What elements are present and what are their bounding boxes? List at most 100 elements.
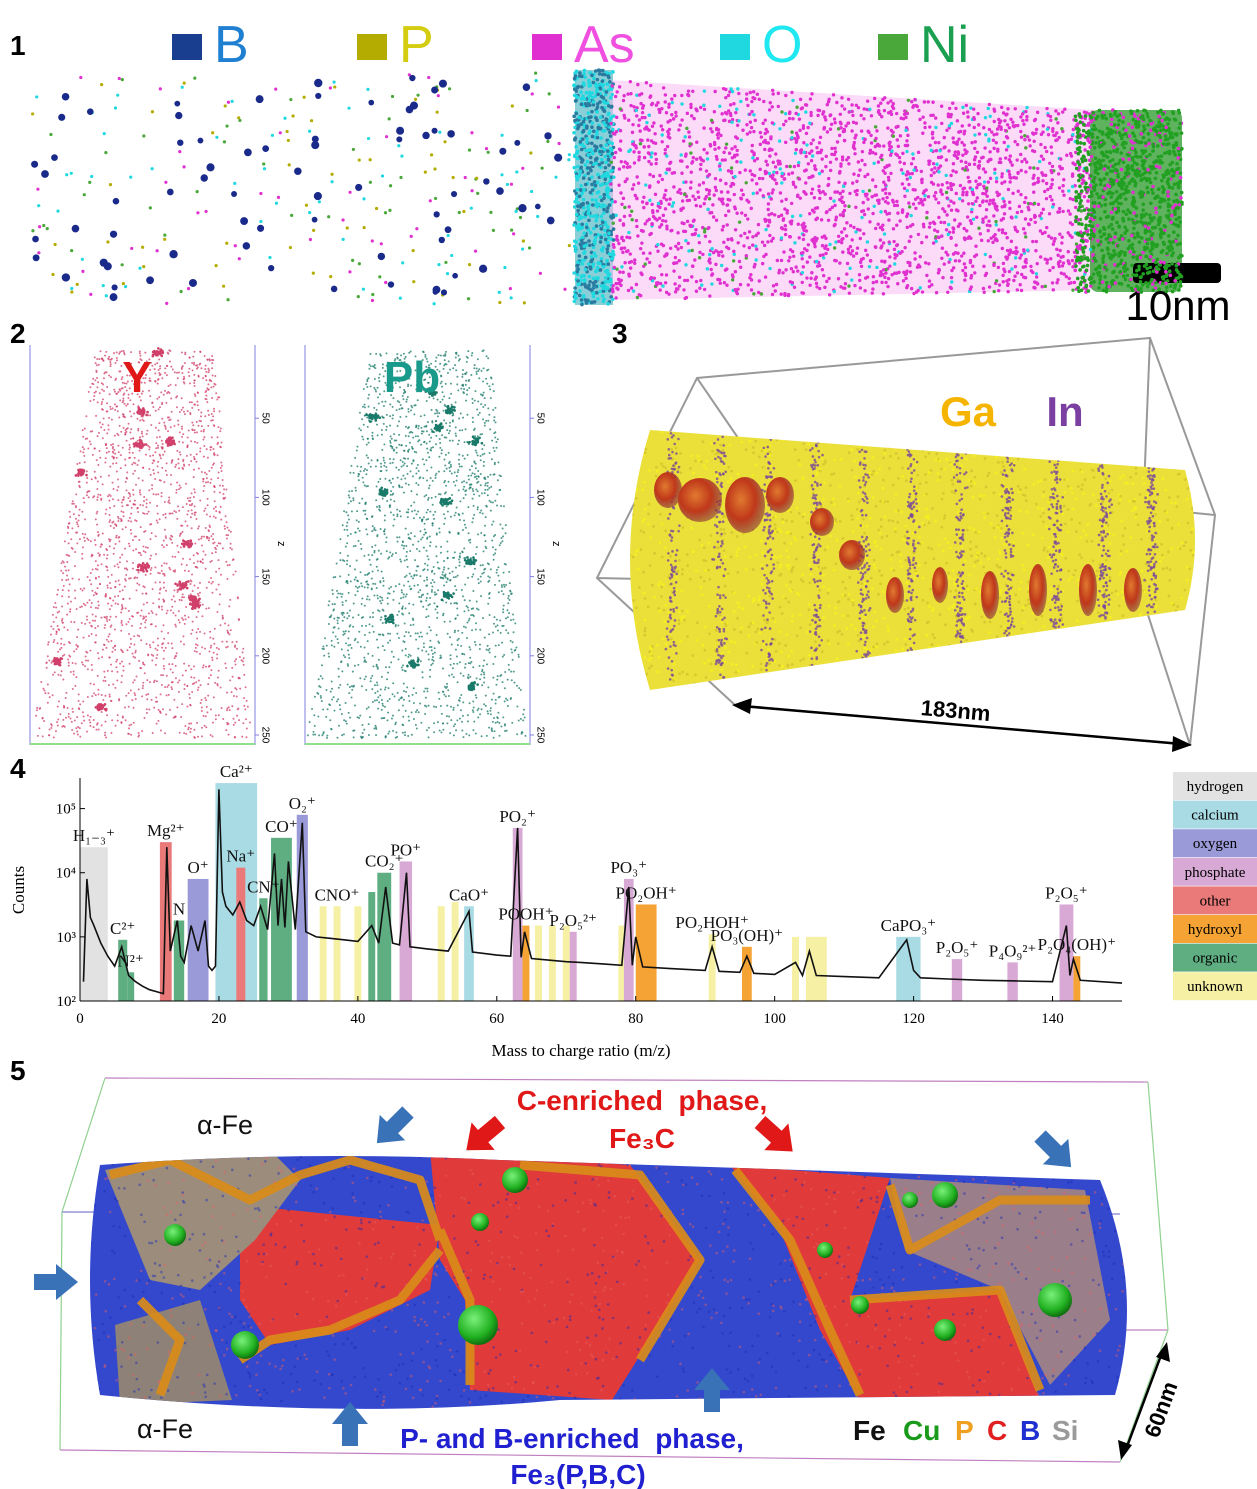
atom bbox=[725, 223, 728, 226]
atom bbox=[205, 365, 207, 367]
atom bbox=[870, 195, 873, 198]
atom bbox=[130, 513, 132, 515]
atom bbox=[614, 151, 617, 154]
atom bbox=[599, 115, 603, 119]
atom bbox=[818, 287, 821, 290]
atom bbox=[719, 179, 722, 182]
atom bbox=[674, 245, 677, 248]
atom bbox=[686, 199, 689, 202]
atom bbox=[886, 249, 889, 252]
atom bbox=[1135, 257, 1139, 261]
atom bbox=[661, 284, 664, 287]
atom bbox=[330, 180, 333, 183]
atom bbox=[67, 629, 69, 631]
atom bbox=[446, 272, 449, 275]
atom bbox=[1155, 258, 1159, 262]
atom bbox=[980, 239, 983, 242]
atom bbox=[1124, 141, 1128, 145]
atom bbox=[768, 267, 771, 270]
atom bbox=[995, 141, 998, 144]
atom bbox=[1159, 136, 1163, 140]
atom bbox=[588, 280, 592, 284]
atom bbox=[1094, 169, 1098, 173]
atom bbox=[55, 616, 57, 618]
atom bbox=[759, 131, 762, 134]
atom bbox=[163, 540, 165, 542]
atom bbox=[582, 176, 586, 180]
atom bbox=[89, 579, 91, 581]
atom bbox=[905, 269, 908, 272]
atom bbox=[949, 183, 952, 186]
atom bbox=[985, 208, 988, 211]
atom bbox=[665, 154, 668, 157]
atom bbox=[1059, 157, 1062, 160]
atom bbox=[116, 94, 119, 97]
atom bbox=[140, 554, 142, 556]
atom bbox=[583, 76, 587, 80]
atom bbox=[937, 216, 940, 219]
atom bbox=[687, 242, 690, 245]
atom bbox=[959, 184, 962, 187]
atom bbox=[65, 173, 68, 176]
atom bbox=[850, 238, 853, 241]
atom bbox=[1124, 197, 1128, 201]
atom bbox=[1111, 227, 1115, 231]
atom bbox=[101, 694, 103, 696]
atom bbox=[510, 183, 513, 186]
atom bbox=[1069, 221, 1072, 224]
atom bbox=[1094, 259, 1098, 263]
atom bbox=[762, 140, 765, 143]
atom bbox=[938, 149, 941, 152]
atom bbox=[1022, 123, 1025, 126]
atom bbox=[985, 199, 988, 202]
atom bbox=[702, 159, 705, 162]
atom bbox=[981, 192, 984, 195]
atom bbox=[671, 204, 674, 207]
atom bbox=[928, 285, 931, 288]
atom bbox=[1036, 167, 1039, 170]
atom bbox=[193, 584, 195, 586]
atom bbox=[1120, 168, 1124, 172]
atom bbox=[600, 175, 604, 179]
atom bbox=[641, 111, 644, 114]
atom bbox=[1088, 163, 1092, 167]
atom bbox=[114, 106, 117, 109]
atom bbox=[1010, 240, 1013, 243]
atom bbox=[1033, 119, 1036, 122]
atom bbox=[215, 551, 217, 553]
atom bbox=[1141, 159, 1145, 163]
atom bbox=[212, 538, 214, 540]
atom bbox=[303, 96, 306, 99]
atom bbox=[341, 218, 344, 221]
atom bbox=[1116, 263, 1120, 267]
atom bbox=[912, 168, 915, 171]
atom bbox=[932, 162, 935, 165]
atom bbox=[582, 231, 586, 235]
atom bbox=[585, 137, 589, 141]
atom bbox=[829, 197, 832, 200]
atom bbox=[864, 276, 867, 279]
atom bbox=[57, 674, 59, 676]
atom bbox=[581, 130, 585, 134]
atom bbox=[752, 130, 755, 133]
atom bbox=[143, 550, 145, 552]
atom bbox=[848, 291, 851, 294]
atom bbox=[961, 153, 964, 156]
atom bbox=[212, 448, 214, 450]
atom bbox=[819, 191, 822, 194]
atom bbox=[1032, 166, 1035, 169]
atom bbox=[594, 116, 598, 120]
atom bbox=[656, 243, 659, 246]
atom bbox=[529, 151, 532, 154]
atom bbox=[684, 135, 687, 138]
atom bbox=[1145, 155, 1149, 159]
atom bbox=[259, 220, 262, 223]
atom bbox=[1146, 168, 1150, 172]
atom bbox=[808, 212, 811, 215]
atom bbox=[874, 246, 877, 249]
atom bbox=[821, 253, 824, 256]
atom bbox=[825, 155, 828, 158]
atom bbox=[1011, 192, 1014, 195]
atom bbox=[1024, 217, 1027, 220]
atom bbox=[1076, 256, 1080, 260]
